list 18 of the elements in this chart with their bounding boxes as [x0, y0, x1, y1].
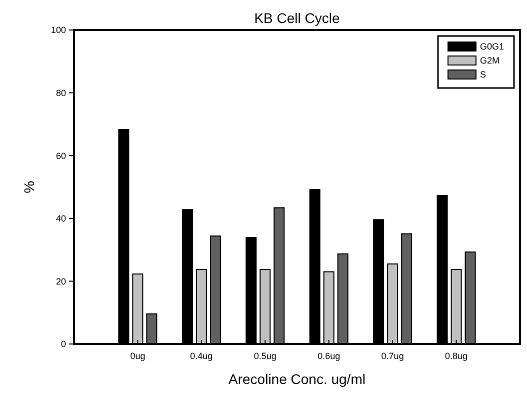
y-tick-label: 0: [60, 339, 66, 350]
x-tick-label: 0.6ug: [318, 351, 340, 361]
x-tick-label: 0.4ug: [190, 351, 213, 361]
y-tick-label: 80: [56, 88, 66, 98]
x-tick-label: 0.5ug: [254, 351, 276, 361]
y-tick-label: 60: [56, 150, 66, 161]
x-tick-label: 0.7ug: [381, 351, 404, 361]
x-tick-label: 0ug: [130, 351, 146, 361]
legend-label: S: [480, 70, 486, 80]
x-axis-title: Arecoline Conc. ug/ml: [228, 371, 366, 387]
x-tick-label: 0.8ug: [445, 351, 468, 361]
y-axis-title: %: [21, 180, 37, 194]
legend-label: G0G1: [480, 42, 504, 52]
y-tick-label: 40: [56, 214, 66, 224]
chart-title: KB Cell Cycle: [254, 10, 340, 26]
y-tick-label: 100: [50, 25, 66, 36]
legend-label: G2M: [480, 56, 500, 66]
y-tick-label: 20: [56, 276, 66, 286]
